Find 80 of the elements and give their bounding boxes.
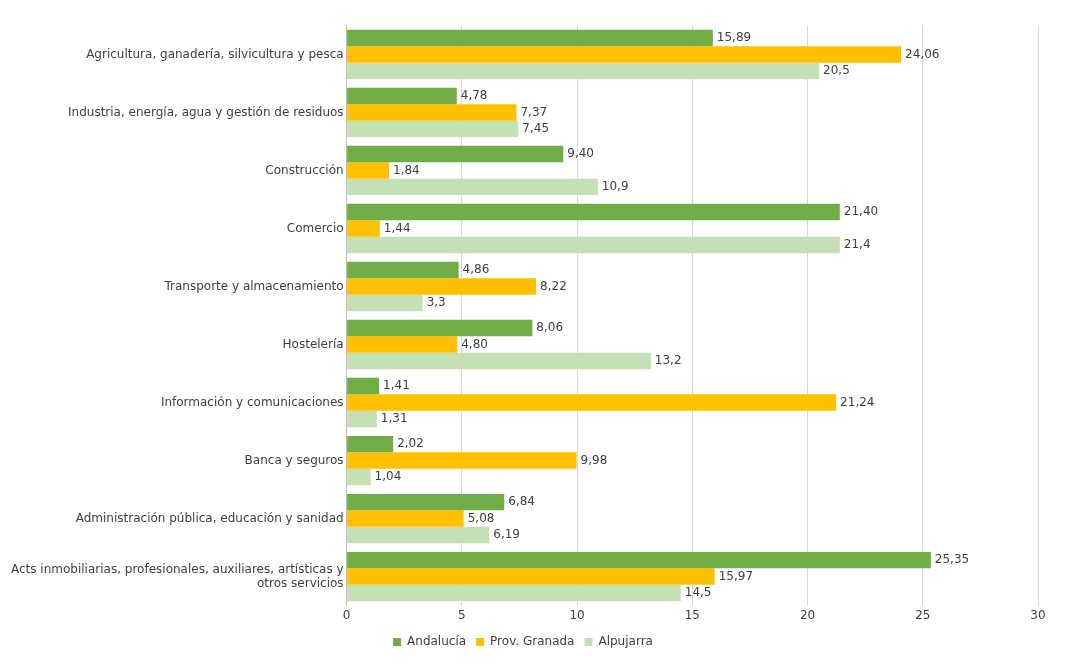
y-tick-label: Comercio (286, 220, 344, 235)
bar (347, 468, 371, 486)
data-label: 4,86 (462, 262, 490, 277)
bar (347, 178, 598, 196)
bar (347, 87, 457, 105)
data-label: 15,97 (718, 568, 754, 583)
x-tick-label: 30 (1030, 607, 1046, 622)
bar (347, 120, 519, 138)
x-tick-label: 15 (684, 607, 700, 622)
data-label: 25,35 (934, 552, 970, 567)
bar (347, 104, 517, 121)
x-tick-label: 10 (569, 607, 585, 622)
data-label: 21,4 (843, 237, 871, 252)
data-label: 15,89 (716, 30, 752, 45)
data-label: 3,3 (426, 295, 446, 310)
bar (347, 220, 380, 237)
bar (347, 377, 380, 395)
bar (347, 584, 681, 602)
data-label: 8,22 (540, 278, 567, 293)
y-tick-label: Acts inmobiliarias, profesionales, auxiliares, artísticas y otros servicios (10, 561, 344, 590)
bar (347, 29, 713, 47)
data-label: 4,80 (461, 336, 488, 351)
x-tick-label: 5 (458, 607, 466, 622)
bar (347, 551, 931, 569)
data-label: 1,04 (374, 469, 402, 484)
data-label: 4,78 (460, 88, 488, 103)
data-label: 24,06 (905, 46, 940, 61)
data-label: 1,44 (383, 220, 411, 235)
bar (347, 493, 505, 511)
data-label: 8,06 (536, 320, 564, 335)
data-label: 21,24 (840, 394, 875, 409)
y-tick-label: Construcción (265, 162, 344, 177)
data-label: 6,19 (493, 527, 520, 542)
data-label: 5,08 (467, 510, 495, 525)
bar (347, 510, 464, 527)
bar (347, 394, 837, 411)
data-label: 2,02 (397, 436, 424, 451)
data-label: 9,98 (580, 452, 608, 467)
bar (347, 46, 902, 63)
bar (347, 410, 377, 428)
y-tick-label: Administración pública, educación y sanidad (75, 510, 344, 525)
data-label: 1,84 (393, 162, 420, 177)
bar (347, 336, 458, 353)
bar (347, 261, 459, 279)
bar (347, 236, 840, 254)
bar (347, 435, 394, 453)
bar (347, 278, 537, 295)
bar (347, 568, 715, 585)
data-label: 1,41 (383, 378, 410, 393)
data-label: 7,37 (520, 104, 548, 119)
y-tick-label: Banca y seguros (244, 452, 344, 467)
bar (347, 352, 651, 370)
y-tick-label: Agricultura, ganadería, silvicultura y pesca (86, 46, 344, 61)
y-tick-label: Industria, energía, agua y gestión de residuos (68, 104, 344, 119)
legend-label: Andalucía (407, 634, 467, 649)
bar (347, 319, 533, 337)
bar (347, 162, 390, 179)
data-label: 6,84 (508, 494, 535, 509)
bar (347, 62, 820, 80)
data-label: 21,40 (843, 204, 879, 219)
data-label: 1,31 (380, 411, 408, 426)
y-tick-label: Transporte y almacenamiento (163, 278, 344, 293)
bar (347, 203, 840, 221)
x-tick-label: 0 (342, 607, 351, 622)
x-tick-label: 20 (799, 607, 816, 622)
y-tick-label: Hostelería (282, 336, 344, 351)
legend-label: Alpujarra (598, 634, 653, 649)
bar (347, 294, 423, 312)
data-label: 10,9 (601, 179, 629, 194)
bar (347, 452, 577, 469)
data-label: 20,5 (823, 62, 850, 77)
data-label: 14,5 (684, 585, 712, 600)
legend-label: Prov. Granada (490, 634, 575, 649)
y-tick-label: Información y comunicaciones (160, 394, 344, 409)
data-label: 9,40 (567, 146, 594, 161)
data-label: 7,45 (522, 120, 550, 135)
x-tick-label: 25 (915, 607, 931, 622)
data-label: 13,2 (654, 353, 682, 368)
bar (347, 145, 564, 163)
bar (347, 526, 490, 544)
